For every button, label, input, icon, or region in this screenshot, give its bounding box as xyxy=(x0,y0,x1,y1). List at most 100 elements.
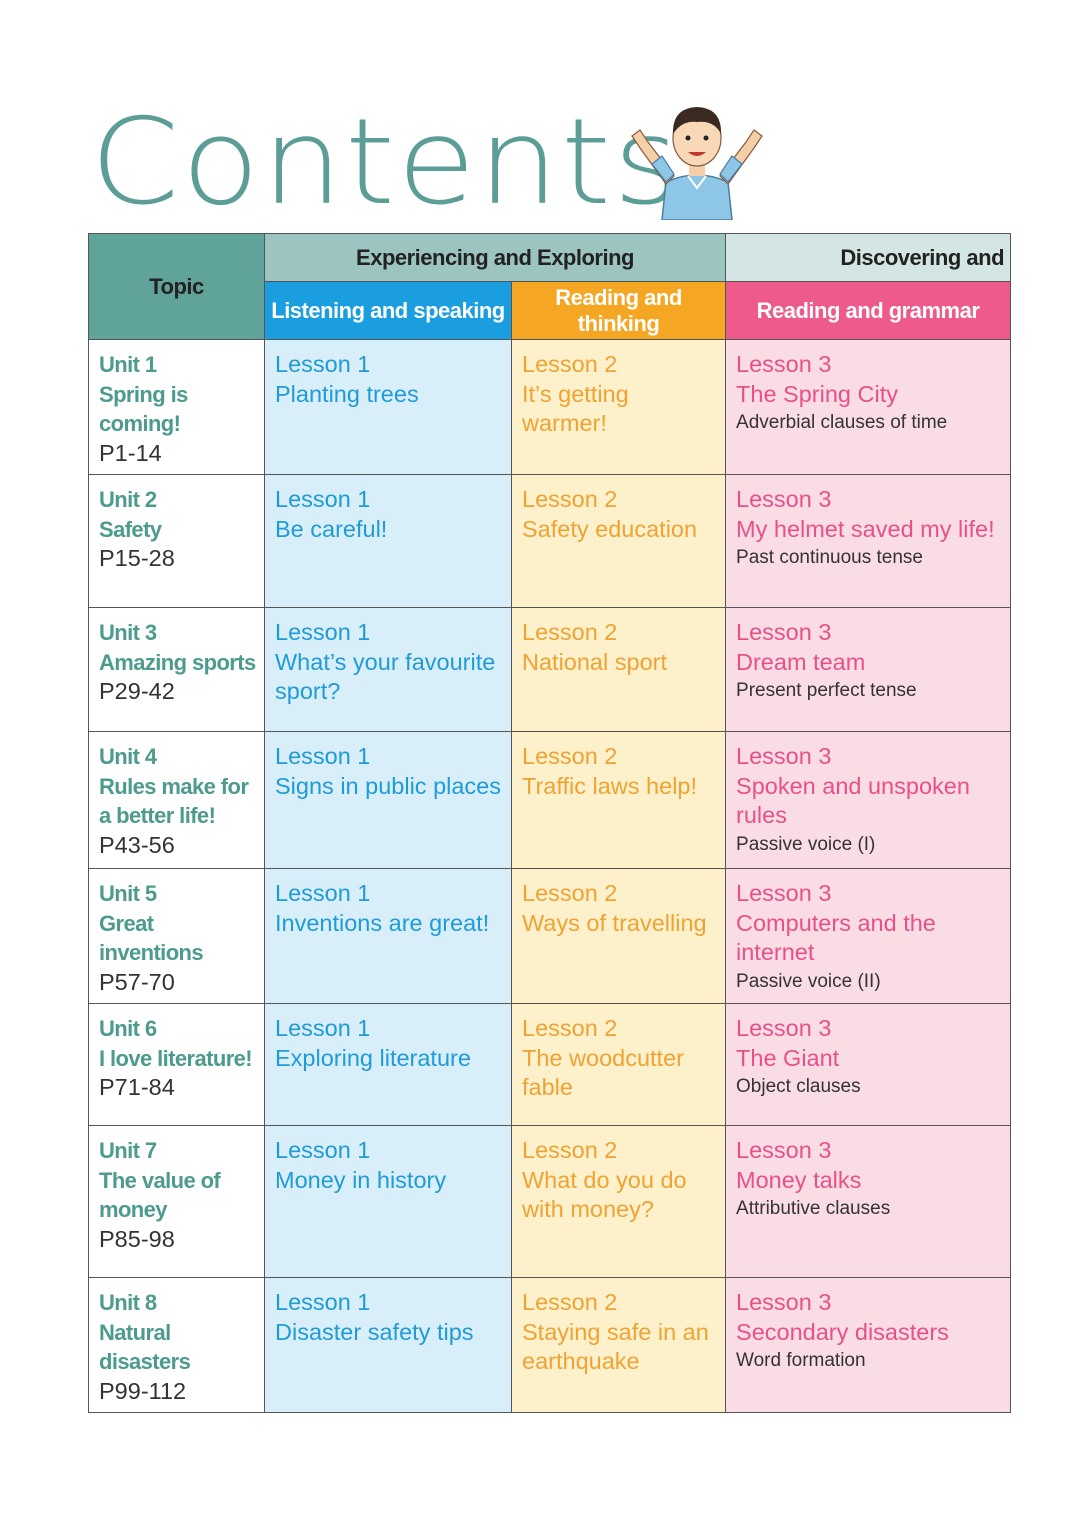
reading-cell: Lesson 2 National sport xyxy=(510,607,727,732)
topic-cell: Unit 2 Safety P15-28 xyxy=(88,474,265,608)
lesson-title: Money talks xyxy=(736,1166,862,1193)
grammar-cell: Lesson 3 The Spring City Adverbial clauses… xyxy=(725,339,1012,475)
lesson-number: Lesson 1 xyxy=(275,880,371,906)
lesson-title: Safety education xyxy=(522,515,698,542)
lesson-title: Traffic laws help! xyxy=(522,772,698,799)
column-header: Reading and thinking xyxy=(510,281,727,340)
lesson-number: Lesson 3 xyxy=(736,351,832,377)
lesson-number: Lesson 1 xyxy=(275,743,371,769)
unit-topic: Natural disasters xyxy=(99,1319,191,1375)
lesson-number: Lesson 2 xyxy=(522,1015,618,1041)
grammar-cell: Lesson 3 The Giant Object clauses xyxy=(725,1003,1012,1126)
unit-row: Unit 6 I love literature! P71-84 Lesson 1 Ex… xyxy=(88,1003,1012,1126)
unit-topic: The value of money xyxy=(99,1167,221,1223)
lesson-title: Planting trees xyxy=(275,380,419,407)
column-header: Reading and grammar xyxy=(725,281,1012,340)
unit-pages: P15-28 xyxy=(99,545,175,571)
lesson-title: Inventions are great! xyxy=(275,909,490,936)
grammar-note: Adverbial clauses of time xyxy=(736,412,948,433)
grammar-note: Attributive clauses xyxy=(736,1198,891,1219)
unit-topic: Great inventions xyxy=(99,910,204,966)
lesson-number: Lesson 3 xyxy=(736,1137,832,1163)
lesson-number: Lesson 2 xyxy=(522,1289,618,1315)
lesson-number: Lesson 3 xyxy=(736,743,832,769)
unit-label: Unit 7 xyxy=(99,1138,157,1163)
unit-topic: Amazing sports xyxy=(99,649,256,675)
lesson-number: Lesson 3 xyxy=(736,1289,832,1315)
table-body: Unit 1 Spring is coming! P1-14 Lesson 1 Plan… xyxy=(88,339,1012,1413)
unit-label: Unit 1 xyxy=(99,352,157,377)
lesson-number: Lesson 3 xyxy=(736,486,832,512)
unit-pages: P71-84 xyxy=(99,1074,175,1100)
topic-cell: Unit 7 The value of money P85-98 xyxy=(88,1125,265,1278)
lesson-title: Ways of travelling xyxy=(522,909,707,936)
grammar-cell: Lesson 3 My helmet saved my life! Past con… xyxy=(725,474,1012,608)
unit-pages: P43-56 xyxy=(99,831,175,858)
column-header: Listening and speaking xyxy=(264,281,512,340)
unit-topic: I love literature! xyxy=(99,1045,253,1071)
grammar-cell: Lesson 3 Secondary disasters Word formatio… xyxy=(725,1277,1012,1413)
grammar-note: Word formation xyxy=(736,1350,866,1371)
lesson-title: The Spring City xyxy=(736,380,898,407)
lesson-number: Lesson 3 xyxy=(736,619,832,645)
reading-cell: Lesson 2 It’s getting warmer! xyxy=(510,339,727,475)
reading-cell: Lesson 2 The woodcutter fable xyxy=(510,1003,727,1126)
lesson-number: Lesson 2 xyxy=(522,743,618,769)
grammar-note: Object clauses xyxy=(736,1076,861,1097)
lesson-title: It’s getting warmer! xyxy=(522,380,629,437)
reading-cell: Lesson 2 Traffic laws help! xyxy=(510,731,727,869)
lesson-title: Dream team xyxy=(736,648,866,675)
unit-topic: Rules make for a better life! xyxy=(99,773,249,829)
unit-label: Unit 6 xyxy=(99,1016,157,1041)
topic-cell: Unit 5 Great inventions P57-70 xyxy=(88,868,265,1004)
lesson-title: My helmet saved my life! xyxy=(736,515,995,542)
listening-cell: Lesson 1 Be careful! xyxy=(264,474,512,608)
lesson-number: Lesson 1 xyxy=(275,1015,371,1041)
lesson-title: Money in history xyxy=(275,1166,447,1193)
group-header: Discovering and xyxy=(725,233,1012,282)
grammar-note: Past continuous tense xyxy=(736,547,923,568)
lesson-number: Lesson 1 xyxy=(275,486,371,512)
topic-cell: Unit 6 I love literature! P71-84 xyxy=(88,1003,265,1126)
unit-topic: Safety xyxy=(99,516,162,542)
listening-cell: Lesson 1 Exploring literature xyxy=(264,1003,512,1126)
lesson-number: Lesson 1 xyxy=(275,351,371,377)
lesson-title: What’s your favourite sport? xyxy=(275,648,496,705)
unit-row: Unit 5 Great inventions P57-70 Lesson 1 Inve… xyxy=(88,868,1012,1004)
grammar-note: Present perfect tense xyxy=(736,680,917,701)
reading-cell: Lesson 2 Ways of travelling xyxy=(510,868,727,1004)
lesson-title: The woodcutter fable xyxy=(522,1044,684,1101)
unit-pages: P29-42 xyxy=(99,678,175,704)
reading-cell: Lesson 2 Staying safe in an earthquake xyxy=(510,1277,727,1413)
listening-cell: Lesson 1 Planting trees xyxy=(264,339,512,475)
lesson-title: Staying safe in an earthquake xyxy=(522,1318,709,1375)
grammar-note: Passive voice (II) xyxy=(736,970,881,992)
page-title: Contents xyxy=(90,93,682,232)
reading-cell: Lesson 2 What do you do with money? xyxy=(510,1125,727,1278)
unit-pages: P57-70 xyxy=(99,968,175,995)
unit-topic: Spring is coming! xyxy=(99,381,188,437)
grammar-cell: Lesson 3 Dream team Present perfect tense xyxy=(725,607,1012,732)
listening-cell: Lesson 1 Signs in public places xyxy=(264,731,512,869)
lesson-number: Lesson 2 xyxy=(522,351,618,377)
lesson-number: Lesson 1 xyxy=(275,619,371,645)
lesson-number: Lesson 2 xyxy=(522,1137,618,1163)
unit-row: Unit 8 Natural disasters P99-112 Lesson 1 Di… xyxy=(88,1277,1012,1413)
grammar-cell: Lesson 3 Computers and the internet Passiv… xyxy=(725,868,1012,1004)
lesson-title: National sport xyxy=(522,648,667,675)
unit-pages: P85-98 xyxy=(99,1225,175,1252)
lesson-title: Secondary disasters xyxy=(736,1318,949,1345)
unit-row: Unit 7 The value of money P85-98 Lesson 1 Mo… xyxy=(88,1125,1012,1278)
lesson-title: Spoken and unspoken rules xyxy=(736,772,970,829)
topic-cell: Unit 3 Amazing sports P29-42 xyxy=(88,607,265,732)
lesson-title: The Giant xyxy=(736,1044,840,1071)
unit-label: Unit 5 xyxy=(99,881,157,906)
grammar-cell: Lesson 3 Money talks Attributive clauses xyxy=(725,1125,1012,1278)
unit-row: Unit 4 Rules make for a better life! P43-5… xyxy=(88,731,1012,869)
lesson-number: Lesson 1 xyxy=(275,1289,371,1315)
listening-cell: Lesson 1 Inventions are great! xyxy=(264,868,512,1004)
group-header: Experiencing and Exploring xyxy=(263,233,727,282)
topic-header: Topic xyxy=(88,233,265,340)
lesson-number: Lesson 2 xyxy=(522,619,618,645)
